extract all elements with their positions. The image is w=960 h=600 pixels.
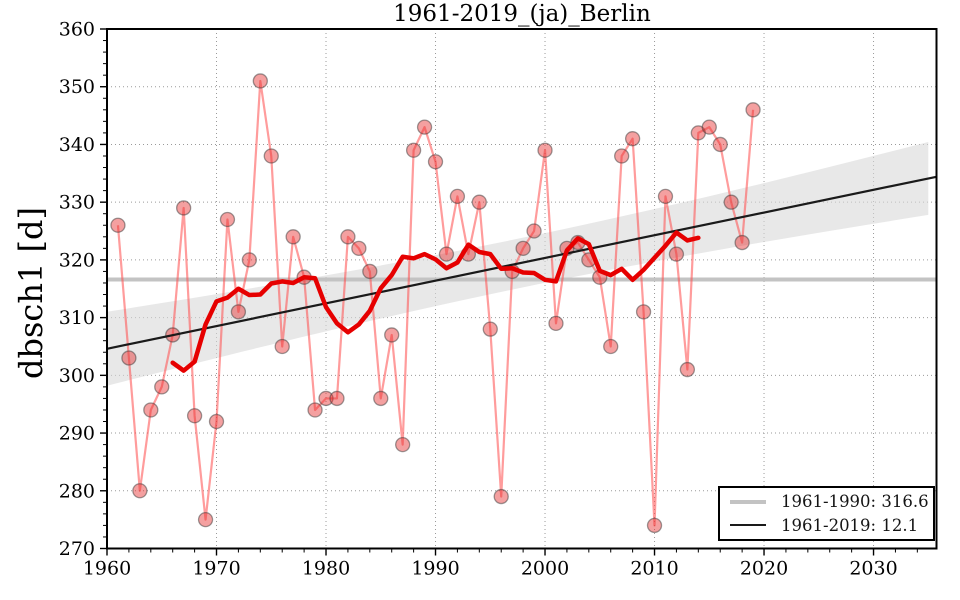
data-point [363,264,377,278]
data-point [669,247,683,261]
x-tick-label: 2000 [521,558,569,580]
data-point [352,241,366,255]
data-point [177,201,191,215]
data-point [418,120,432,134]
data-point [210,415,224,429]
data-point [199,513,213,527]
data-point [385,328,399,342]
data-point [680,363,694,377]
data-point [220,212,234,226]
data-point [483,322,497,336]
data-point [626,132,640,146]
data-point [188,409,202,423]
legend-entry-reference: 1961-1990: 316.6 [730,490,927,514]
data-point [341,230,355,244]
data-point [253,74,267,88]
x-tick-label: 2020 [740,558,788,580]
legend-entry-trend: 1961-2019: 12.1 [730,514,927,538]
data-point [527,224,541,238]
data-point [144,403,158,417]
data-point [122,351,136,365]
y-tick-label: 310 [59,307,95,329]
data-point [549,316,563,330]
data-point [538,143,552,157]
y-tick-label: 320 [59,249,95,271]
reference-line-sample [730,500,766,504]
y-tick-label: 340 [59,134,95,156]
data-point [155,380,169,394]
data-point [724,195,738,209]
y-tick-label: 360 [59,19,95,41]
legend-label-reference: 1961-1990: 316.6 [781,492,929,511]
data-point [702,120,716,134]
x-tick-label: 2010 [630,558,678,580]
data-point [648,518,662,532]
data-point [604,339,618,353]
figure: 2702802903003103203303403503601960197019… [0,0,960,600]
y-tick-label: 280 [59,480,95,502]
x-tick-label: 1970 [192,558,240,580]
data-point [713,137,727,151]
data-point [111,218,125,232]
data-point [133,484,147,498]
data-point [735,236,749,250]
y-axis-label: dbsch1 [d] [12,198,50,388]
x-tick-label: 1980 [302,558,350,580]
data-point [242,253,256,267]
data-point [396,438,410,452]
y-tick-label: 330 [59,192,95,214]
x-tick-label: 2030 [849,558,897,580]
y-tick-label: 350 [59,76,95,98]
x-tick-label: 1960 [83,558,131,580]
data-point [286,230,300,244]
y-tick-label: 290 [59,423,95,445]
y-tick-label: 300 [59,365,95,387]
grid-lines [107,29,937,549]
data-point [374,391,388,405]
data-point [472,195,486,209]
legend-label-trend: 1961-2019: 12.1 [781,516,918,535]
trend-line-sample [730,524,766,526]
data-point [615,149,629,163]
data-point [407,143,421,157]
data-point [516,241,530,255]
legend-box: 1961-1990: 316.6 1961-2019: 12.1 [718,486,935,541]
plot-border [107,29,937,549]
data-point [658,189,672,203]
x-tick-label: 1990 [411,558,459,580]
data-point [450,189,464,203]
data-point [637,305,651,319]
data-point [264,149,278,163]
data-point [330,391,344,405]
data-point [275,339,289,353]
data-point [439,247,453,261]
data-point [231,305,245,319]
data-point [308,403,322,417]
data-point [429,155,443,169]
data-point [494,490,508,504]
data-point [746,103,760,117]
chart-title: 1961-2019_(ja)_Berlin [107,1,937,27]
